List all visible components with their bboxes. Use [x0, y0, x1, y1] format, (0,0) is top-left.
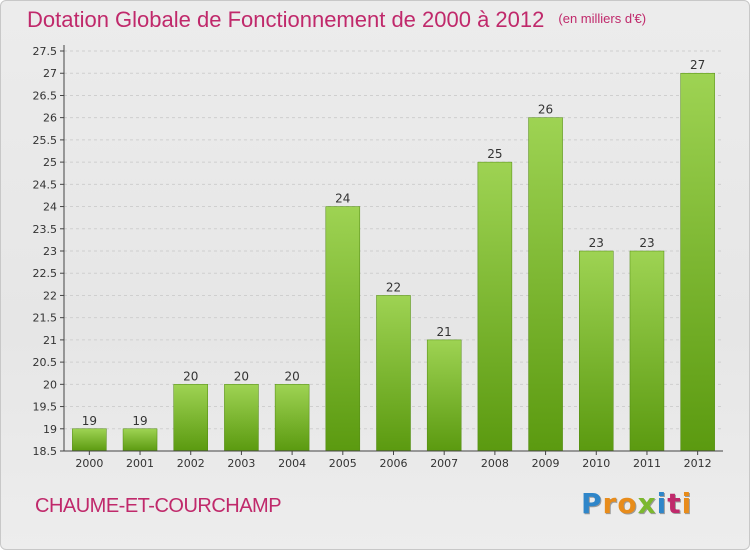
bar [579, 250, 614, 452]
y-tick-label: 20 [43, 378, 57, 391]
y-tick-label: 22 [43, 289, 57, 302]
x-tick-label: 2006 [380, 457, 408, 470]
logo-letter: r [602, 487, 618, 520]
value-label: 21 [437, 325, 452, 339]
y-tick-label: 25.5 [33, 134, 58, 147]
value-label: 24 [335, 192, 350, 206]
y-tick-label: 19.5 [33, 401, 58, 414]
y-tick-label: 23 [43, 245, 57, 258]
y-tick-label: 19 [43, 423, 57, 436]
chart-title: Dotation Globale de Fonctionnement de 20… [27, 7, 646, 33]
bar [173, 384, 208, 452]
logo-letter: P [581, 487, 603, 520]
x-tick-label: 2005 [329, 457, 357, 470]
y-tick-label: 26.5 [33, 89, 58, 102]
value-label: 26 [538, 103, 553, 117]
logo-letter: i [656, 487, 668, 520]
value-label: 19 [132, 414, 147, 428]
y-tick-label: 21.5 [33, 312, 58, 325]
bar [629, 250, 665, 452]
chart-subtitle: (en milliers d'€) [558, 11, 647, 26]
x-tick-label: 2010 [582, 457, 610, 470]
y-tick-label: 20.5 [33, 356, 58, 369]
y-tick-label: 18.5 [33, 445, 58, 458]
y-tick-label: 27 [43, 67, 57, 80]
x-tick-label: 2001 [126, 457, 154, 470]
bar [72, 428, 107, 452]
x-tick-label: 2008 [481, 457, 509, 470]
bar [274, 384, 310, 452]
logo-letter: t [667, 487, 682, 520]
x-axis-ticks: 2000 2001 2002 2003 2004 2005 2006 2007 2008 2009… [75, 451, 712, 470]
value-label: 20 [234, 369, 249, 383]
y-axis-ticks: 18.5 19 19.5 20 20.5 21 21.5 22 22.5 23 23.5 24 24.5… [33, 45, 64, 458]
y-tick-label: 24.5 [33, 178, 58, 191]
value-label: 23 [639, 236, 654, 250]
x-tick-label: 2007 [430, 457, 458, 470]
y-tick-label: 22.5 [33, 267, 58, 280]
y-tick-label: 27.5 [33, 45, 58, 58]
value-label: 23 [589, 236, 604, 250]
bar [680, 72, 715, 452]
y-tick-label: 23.5 [33, 223, 58, 236]
bar [325, 206, 361, 452]
y-tick-label: 26 [43, 112, 57, 125]
bar [426, 339, 462, 452]
logo-letter: x [637, 487, 657, 520]
x-tick-label: 2000 [75, 457, 103, 470]
bar [122, 428, 158, 452]
x-tick-label: 2009 [532, 457, 560, 470]
value-label: 25 [487, 147, 502, 161]
logo-letter: i [681, 487, 693, 520]
bar [376, 295, 411, 452]
logo-letter: o [617, 487, 638, 520]
bar [224, 384, 259, 452]
bar [528, 117, 563, 452]
x-tick-label: 2002 [177, 457, 205, 470]
x-tick-label: 2012 [684, 457, 712, 470]
chart-title-text: Dotation Globale de Fonctionnement de 20… [27, 7, 545, 32]
value-label: 27 [690, 58, 705, 72]
value-label: 20 [284, 369, 299, 383]
value-labels: 19 19 20 20 20 24 22 21 25 26 23 23 27 [82, 58, 706, 428]
bar [477, 161, 513, 452]
y-tick-label: 25 [43, 156, 57, 169]
y-tick-label: 21 [43, 334, 57, 347]
value-label: 22 [386, 280, 401, 294]
x-tick-label: 2004 [278, 457, 306, 470]
x-tick-label: 2011 [633, 457, 661, 470]
value-label: 20 [183, 369, 198, 383]
y-tick-label: 24 [43, 201, 57, 214]
x-tick-label: 2003 [227, 457, 255, 470]
commune-name: CHAUME-ET-COURCHAMP [35, 495, 282, 517]
value-label: 19 [82, 414, 97, 428]
bars [72, 72, 715, 452]
proxiti-logo: Proxiti [581, 487, 692, 520]
